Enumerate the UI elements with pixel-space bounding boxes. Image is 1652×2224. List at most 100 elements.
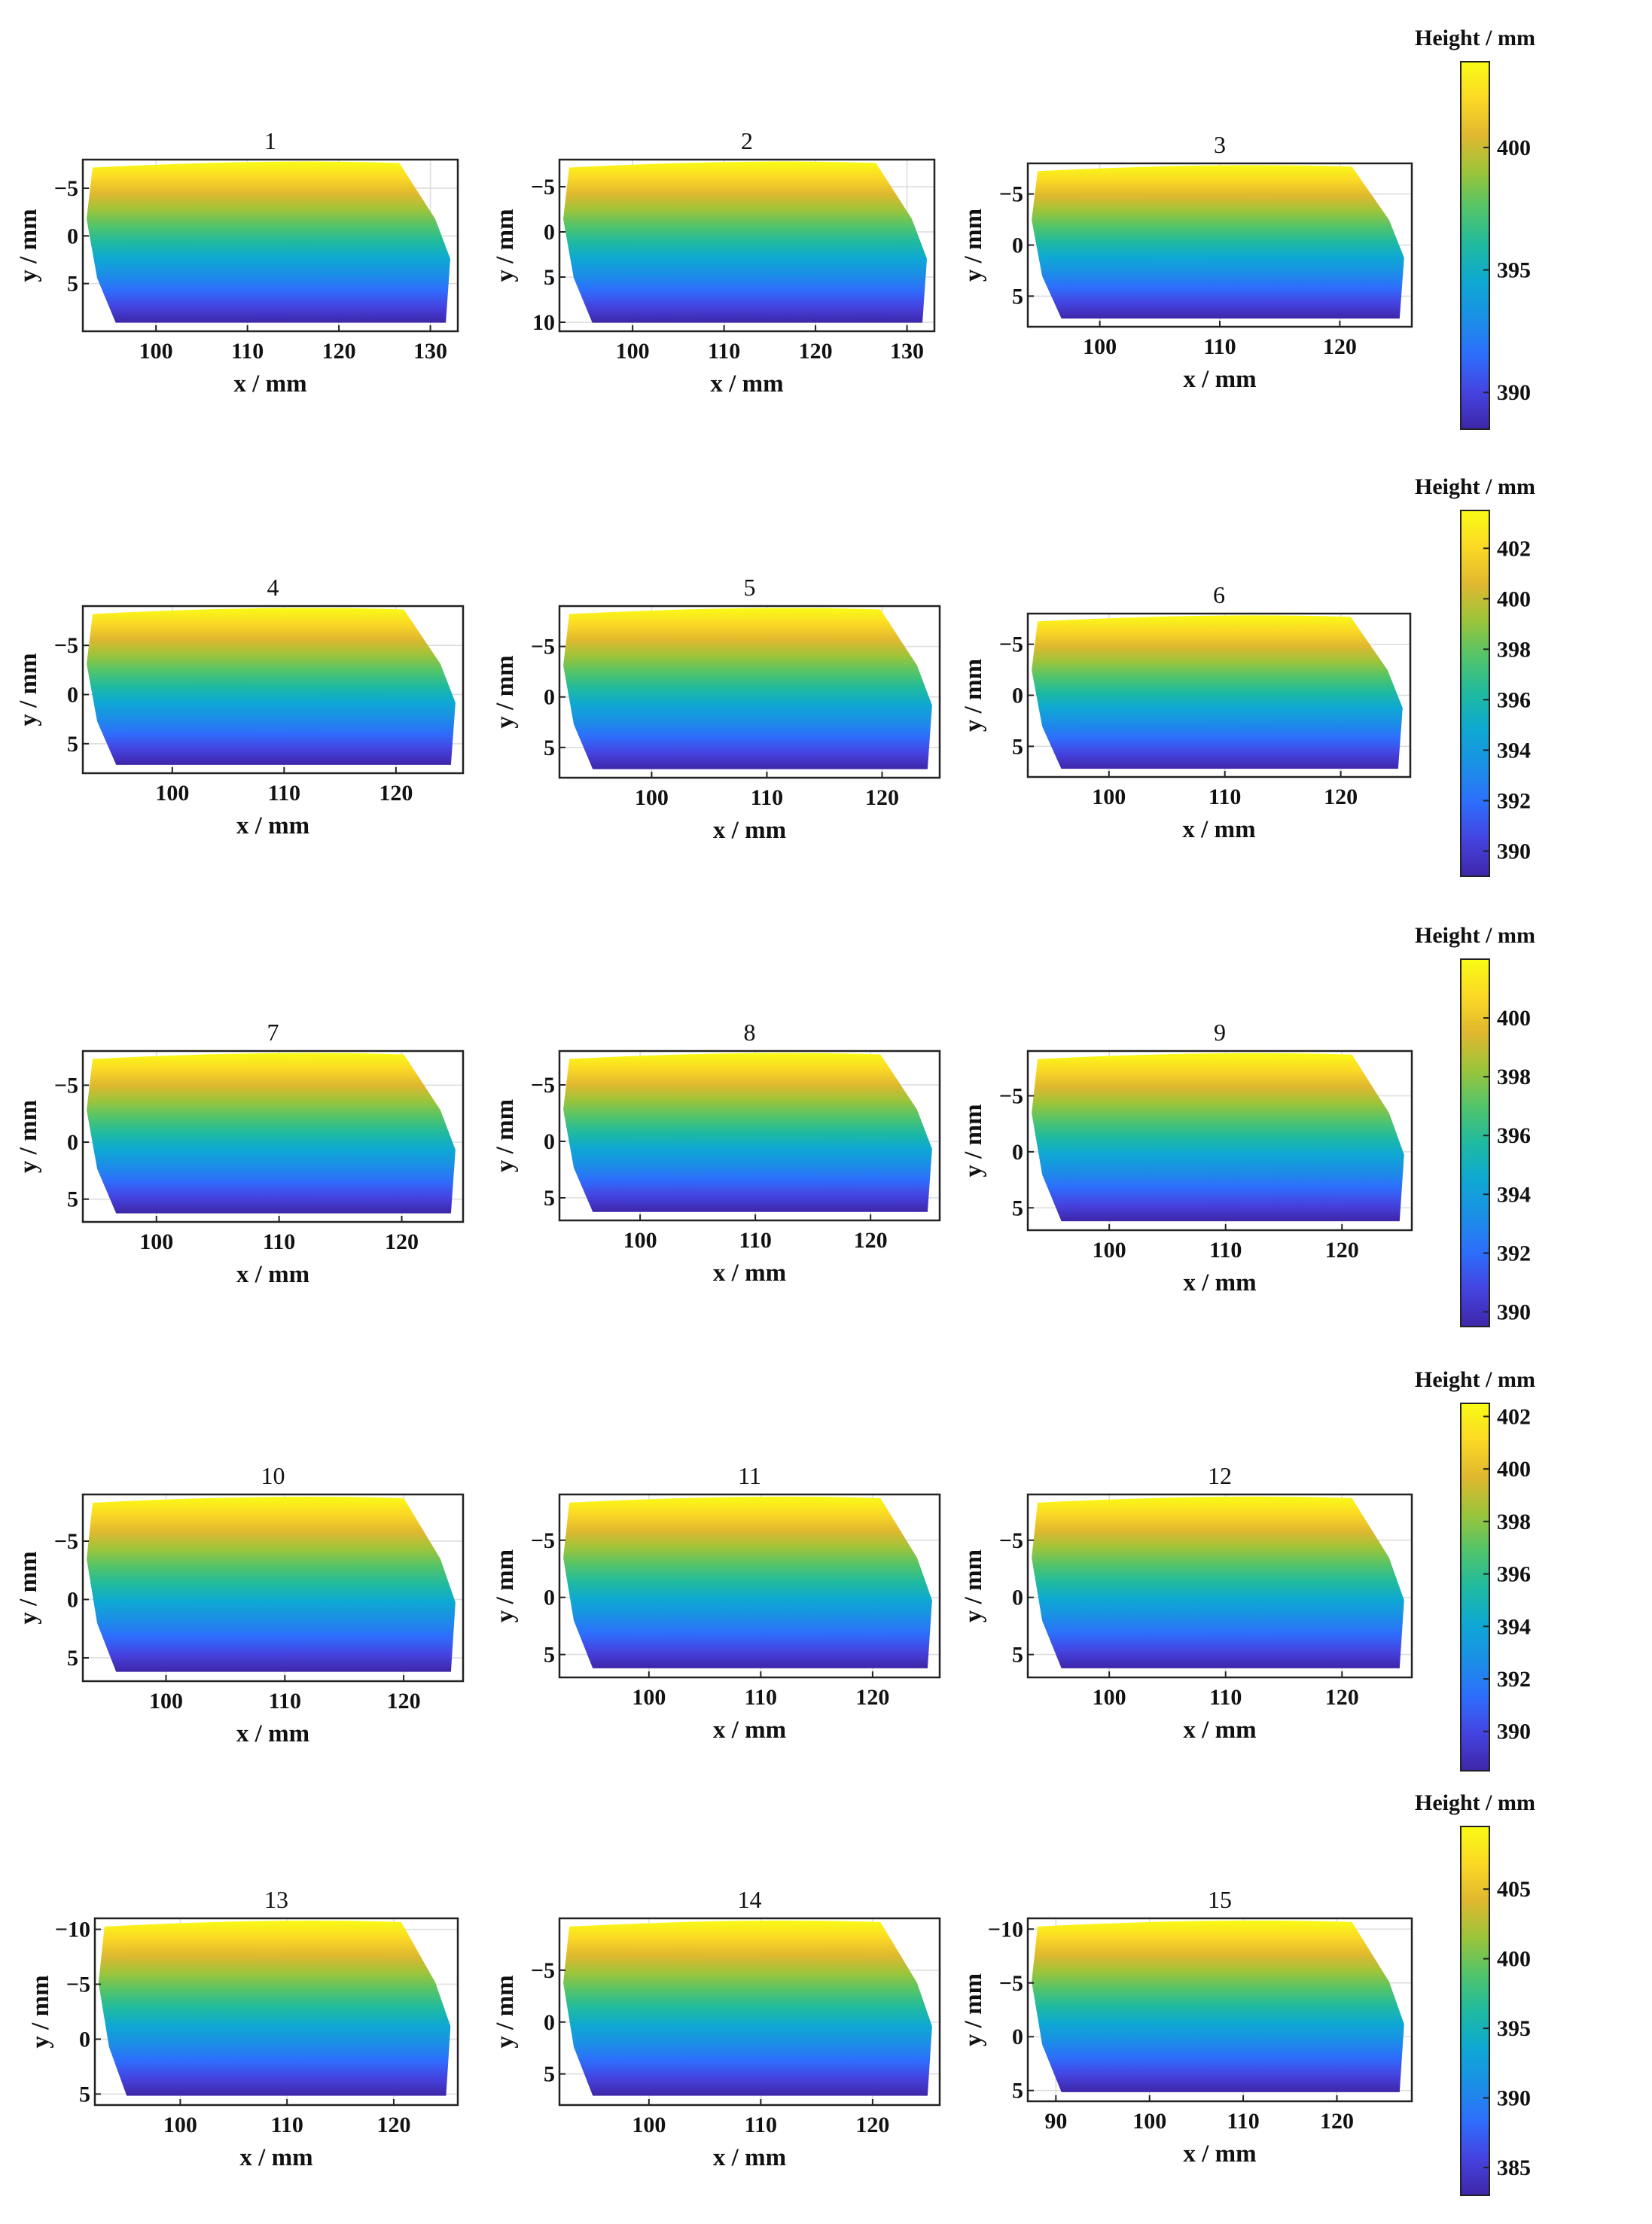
y-tick-label: 5 — [544, 1186, 555, 1211]
y-tick-label: −5 — [999, 1971, 1023, 1996]
height-surface — [86, 161, 451, 323]
x-tick-label: 100 — [623, 1228, 657, 1253]
colorbar-tick-label: 398 — [1497, 1510, 1531, 1534]
x-axis-label: x / mm — [1183, 366, 1256, 393]
y-tick-label: −5 — [999, 1084, 1023, 1109]
colorbar-tick-label: 398 — [1497, 637, 1531, 662]
panel-title: 9 — [1214, 1019, 1226, 1046]
height-surface — [98, 1920, 451, 2096]
x-tick-label: 120 — [855, 1685, 889, 1710]
colorbar-tick-label: 390 — [1497, 1720, 1531, 1744]
panel-4: 100 110 120 −5 0 5 4 x / mm y / mm — [15, 574, 465, 839]
y-tick-label: 5 — [1012, 2079, 1023, 2104]
axes-frame — [81, 158, 459, 333]
y-axis-label: y / mm — [960, 1973, 987, 2046]
y-tick-label: 0 — [67, 1130, 78, 1155]
y-tick-label: 5 — [1012, 1196, 1023, 1220]
x-tick-label: 110 — [708, 339, 740, 364]
colorbar-3: Height / mm 390 392 394 396 398 400 — [1415, 923, 1535, 1327]
colorbar-tick-label: 398 — [1497, 1065, 1531, 1089]
colorbar-tick-label: 390 — [1497, 839, 1531, 864]
colorbar-tick-label: 392 — [1497, 1241, 1531, 1266]
y-tick-label: −10 — [55, 1918, 90, 1942]
x-tick-label: 100 — [1132, 2109, 1166, 2134]
colorbar-bar — [1460, 1826, 1490, 2196]
colorbar-tick-label: 392 — [1497, 1667, 1531, 1692]
x-axis-label: x / mm — [233, 370, 306, 398]
y-tick-label: 0 — [1012, 233, 1023, 258]
x-tick-label: 110 — [739, 1228, 771, 1253]
y-tick-label: −5 — [54, 1073, 78, 1098]
x-tick-label: 110 — [270, 2113, 303, 2137]
panel-8: 100 110 120 −5 0 5 8 x / mm y / mm — [492, 1019, 941, 1287]
y-axis-label: y / mm — [15, 209, 42, 282]
x-tick-label: 90 — [1044, 2109, 1067, 2134]
colorbar-1: Height / mm 390 395 400 — [1415, 26, 1535, 430]
colorbar-tick-label: 394 — [1497, 1182, 1531, 1207]
x-tick-label: 100 — [635, 785, 669, 810]
axes-frame — [1026, 1493, 1413, 1679]
y-tick-label: 5 — [1012, 1643, 1023, 1668]
y-tick-label: 0 — [67, 224, 78, 248]
colorbar-tick-label: 405 — [1497, 1877, 1531, 1902]
panel-title: 10 — [261, 1462, 285, 1489]
x-axis-label: x / mm — [713, 2144, 786, 2171]
panel-3: 100 110 120 −5 0 5 3 x / mm y / mm — [960, 131, 1413, 393]
colorbar-4: Height / mm 390 392 394 396 398 400 402 — [1415, 1367, 1535, 1772]
colorbar-bar — [1460, 510, 1490, 877]
y-tick-label: −5 — [999, 182, 1023, 207]
panel-2: 100 110 120 130 −5 0 5 10 2 x / mm y / mm — [492, 127, 936, 398]
y-tick-label: −5 — [531, 1528, 555, 1553]
y-tick-label: 0 — [67, 683, 78, 708]
colorbar-bar — [1460, 958, 1490, 1327]
panel-13: 100 110 120 −10 −5 0 5 13 x / mm y / mm — [27, 1886, 459, 2171]
x-tick-label: 120 — [322, 339, 356, 364]
colorbar-tick-label: 395 — [1497, 258, 1531, 283]
axes-frame — [558, 1493, 941, 1679]
x-axis-label: x / mm — [713, 817, 786, 844]
colorbar-tick-label: 396 — [1497, 687, 1531, 712]
x-tick-label: 100 — [1093, 1238, 1126, 1263]
x-tick-label: 100 — [1093, 1685, 1126, 1710]
y-tick-label: −5 — [531, 1958, 555, 1983]
y-tick-label: 5 — [67, 732, 78, 757]
y-axis-label: y / mm — [15, 1551, 42, 1624]
axes-frame — [1026, 1917, 1413, 2103]
colorbar-tick-label: 394 — [1497, 1614, 1531, 1639]
y-axis-label: y / mm — [492, 1975, 519, 2048]
panel-title: 7 — [267, 1019, 279, 1046]
x-tick-label: 110 — [268, 781, 300, 806]
y-tick-label: 0 — [1012, 1140, 1023, 1165]
x-tick-label: 120 — [376, 2113, 410, 2137]
colorbar-tick-label: 390 — [1497, 380, 1531, 405]
panel-title: 5 — [744, 574, 756, 601]
colorbar-tick-label: 392 — [1497, 788, 1531, 813]
y-axis-label: y / mm — [960, 1549, 987, 1622]
panel-11: 100 110 120 −5 0 5 11 x / mm y / mm — [492, 1462, 941, 1744]
y-tick-label: −5 — [66, 1973, 90, 1997]
y-tick-label: 5 — [544, 736, 555, 760]
axes-frame — [81, 1050, 465, 1223]
y-tick-label: 0 — [544, 2010, 555, 2035]
colorbar-tick-label: 400 — [1497, 1947, 1531, 1972]
x-tick-label: 120 — [1323, 334, 1357, 359]
y-tick-label: 5 — [79, 2082, 90, 2107]
panel-5: 100 110 120 −5 0 5 5 x / mm y / mm — [492, 574, 941, 844]
x-tick-label: 110 — [751, 785, 783, 810]
panel-title: 11 — [738, 1462, 761, 1489]
axes-frame — [558, 1917, 941, 2107]
x-axis-label: x / mm — [710, 370, 783, 398]
colorbar-title: Height / mm — [1415, 474, 1535, 499]
panel-15: 90 100 110 120 −10 −5 0 5 15 x / mm y / mm — [960, 1886, 1413, 2168]
panel-6: 100 110 120 −5 0 5 6 x / mm y / mm — [960, 581, 1412, 843]
x-axis-label: x / mm — [236, 1261, 309, 1288]
colorbar-tick-label: 390 — [1497, 1299, 1531, 1324]
y-axis-label: y / mm — [960, 209, 987, 282]
colorbar-tick-label: 395 — [1497, 2016, 1531, 2041]
height-surface — [563, 608, 932, 769]
height-surface — [1032, 1053, 1404, 1222]
colorbar-bar — [1460, 1403, 1490, 1772]
panel-title: 8 — [744, 1019, 756, 1046]
y-tick-label: 5 — [1012, 734, 1023, 759]
